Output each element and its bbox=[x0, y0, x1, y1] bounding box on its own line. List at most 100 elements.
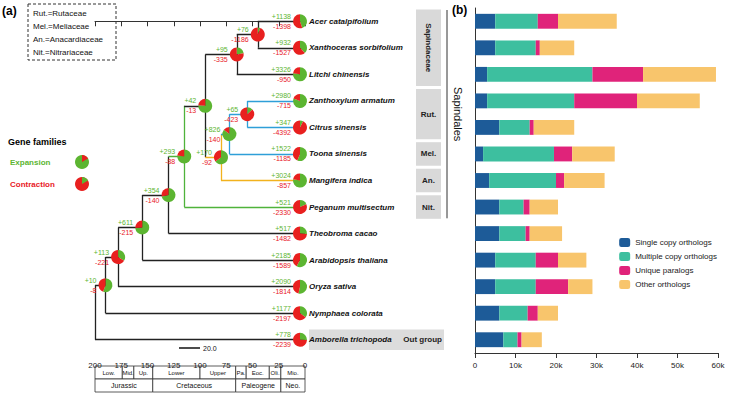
svg-text:Lower: Lower bbox=[168, 370, 184, 376]
svg-text:Low.: Low. bbox=[102, 370, 115, 376]
svg-text:+95: +95 bbox=[216, 46, 228, 53]
svg-text:Mangifera indica: Mangifera indica bbox=[309, 176, 373, 185]
svg-text:+2090: +2090 bbox=[271, 278, 291, 285]
svg-text:10k: 10k bbox=[509, 361, 523, 370]
svg-text:Peganum multisectum: Peganum multisectum bbox=[309, 203, 394, 212]
svg-text:-1398: -1398 bbox=[273, 23, 291, 30]
svg-text:Nit.=Nitrariaceae: Nit.=Nitrariaceae bbox=[33, 48, 93, 57]
svg-text:Mel.=Meliaceae: Mel.=Meliaceae bbox=[33, 22, 90, 31]
svg-text:Amborella trichopoda: Amborella trichopoda bbox=[308, 335, 392, 344]
svg-text:An.=Anacardiaceae: An.=Anacardiaceae bbox=[33, 35, 104, 44]
svg-text:Out group: Out group bbox=[403, 335, 442, 344]
svg-text:Mid.: Mid. bbox=[122, 370, 134, 376]
svg-text:Cretaceous: Cretaceous bbox=[176, 382, 212, 389]
svg-text:-857: -857 bbox=[277, 182, 291, 189]
svg-text:Contraction: Contraction bbox=[10, 180, 55, 189]
svg-text:200: 200 bbox=[88, 361, 102, 370]
svg-text:-221: -221 bbox=[95, 259, 109, 266]
svg-text:-1482: -1482 bbox=[273, 235, 291, 242]
svg-text:Upper: Upper bbox=[210, 370, 226, 376]
svg-text:Theobroma cacao: Theobroma cacao bbox=[309, 229, 378, 238]
svg-text:+347: +347 bbox=[275, 119, 291, 126]
svg-text:Mio.: Mio. bbox=[287, 370, 299, 376]
svg-text:+932: +932 bbox=[275, 39, 291, 46]
svg-text:125: 125 bbox=[167, 361, 181, 370]
svg-text:+354: +354 bbox=[144, 187, 160, 194]
svg-text:-140: -140 bbox=[145, 197, 159, 204]
svg-text:Multiple copy orthologs: Multiple copy orthologs bbox=[635, 252, 717, 261]
svg-text:+293: +293 bbox=[159, 148, 175, 155]
svg-text:+76: +76 bbox=[237, 26, 249, 33]
svg-text:Paleogene: Paleogene bbox=[242, 382, 276, 390]
svg-text:Xanthoceras sorbifolium: Xanthoceras sorbifolium bbox=[308, 43, 403, 52]
svg-text:Nymphaea colorata: Nymphaea colorata bbox=[309, 309, 383, 318]
svg-text:Single copy orthologs: Single copy orthologs bbox=[635, 238, 712, 247]
svg-text:Litchi chinensis: Litchi chinensis bbox=[309, 70, 370, 79]
svg-text:100: 100 bbox=[193, 361, 207, 370]
svg-text:-92: -92 bbox=[202, 159, 212, 166]
svg-text:Pa.: Pa. bbox=[236, 370, 245, 376]
svg-text:An.: An. bbox=[422, 176, 435, 185]
svg-text:+2980: +2980 bbox=[271, 92, 291, 99]
svg-text:+1522: +1522 bbox=[271, 145, 291, 152]
svg-text:Neo.: Neo. bbox=[286, 382, 301, 389]
svg-text:Nit.: Nit. bbox=[422, 203, 435, 212]
svg-text:Eoc.: Eoc. bbox=[252, 370, 264, 376]
svg-text:Up.: Up. bbox=[139, 370, 149, 376]
svg-text:+778: +778 bbox=[275, 331, 291, 338]
svg-text:+10: +10 bbox=[85, 277, 97, 284]
svg-text:+113: +113 bbox=[94, 249, 109, 256]
svg-text:Mel.: Mel. bbox=[421, 149, 437, 158]
svg-text:75: 75 bbox=[222, 361, 231, 370]
svg-text:20.0: 20.0 bbox=[203, 345, 217, 352]
svg-text:-1185: -1185 bbox=[274, 155, 291, 162]
svg-text:-715: -715 bbox=[277, 102, 291, 109]
svg-text:-140: -140 bbox=[206, 136, 220, 143]
svg-text:+1138: +1138 bbox=[272, 13, 291, 20]
svg-text:-950: -950 bbox=[277, 76, 291, 83]
svg-text:(a): (a) bbox=[2, 4, 17, 18]
svg-text:+611: +611 bbox=[118, 219, 133, 226]
svg-text:-1527: -1527 bbox=[273, 49, 291, 56]
svg-text:(b): (b) bbox=[452, 3, 467, 17]
svg-text:40k: 40k bbox=[631, 361, 645, 370]
svg-text:25: 25 bbox=[274, 361, 283, 370]
svg-text:-13: -13 bbox=[186, 107, 196, 114]
svg-text:30k: 30k bbox=[590, 361, 604, 370]
svg-text:Sapindales: Sapindales bbox=[452, 87, 464, 142]
svg-text:Oli.: Oli. bbox=[271, 370, 280, 376]
svg-text:-215: -215 bbox=[119, 229, 133, 236]
svg-text:+3024: +3024 bbox=[271, 172, 291, 179]
svg-text:Expansion: Expansion bbox=[10, 158, 51, 167]
svg-text:175: 175 bbox=[115, 361, 129, 370]
svg-text:-1589: -1589 bbox=[273, 262, 291, 269]
svg-text:+65: +65 bbox=[226, 106, 238, 113]
svg-text:+170: +170 bbox=[196, 149, 212, 156]
svg-text:-1186: -1186 bbox=[231, 36, 248, 43]
svg-text:Rut.: Rut. bbox=[421, 110, 437, 119]
svg-text:150: 150 bbox=[141, 361, 155, 370]
svg-text:-2239: -2239 bbox=[273, 341, 291, 348]
svg-text:Gene families: Gene families bbox=[8, 137, 67, 147]
svg-text:+1177: +1177 bbox=[272, 305, 291, 312]
svg-text:0: 0 bbox=[303, 361, 308, 370]
svg-text:Oryza sativa: Oryza sativa bbox=[309, 282, 357, 291]
svg-text:+2185: +2185 bbox=[271, 252, 291, 259]
svg-text:+517: +517 bbox=[275, 225, 291, 232]
svg-text:0: 0 bbox=[473, 361, 478, 370]
svg-text:+42: +42 bbox=[184, 97, 196, 104]
svg-text:Rut.=Rutaceae: Rut.=Rutaceae bbox=[33, 9, 87, 18]
svg-text:+3326: +3326 bbox=[271, 66, 291, 73]
svg-text:+521: +521 bbox=[275, 199, 291, 206]
svg-text:-8: -8 bbox=[90, 287, 96, 294]
svg-text:Arabidopsis thaliana: Arabidopsis thaliana bbox=[308, 256, 388, 265]
svg-text:Jurassic: Jurassic bbox=[111, 382, 137, 389]
svg-text:-423: -423 bbox=[224, 116, 238, 123]
svg-text:-88: -88 bbox=[165, 158, 175, 165]
svg-text:-1814: -1814 bbox=[273, 288, 291, 295]
svg-text:60k: 60k bbox=[712, 361, 726, 370]
svg-text:50: 50 bbox=[248, 361, 257, 370]
svg-text:Unique paralogs: Unique paralogs bbox=[635, 266, 693, 275]
svg-text:-4392: -4392 bbox=[273, 129, 291, 136]
svg-text:-2197: -2197 bbox=[273, 315, 291, 322]
